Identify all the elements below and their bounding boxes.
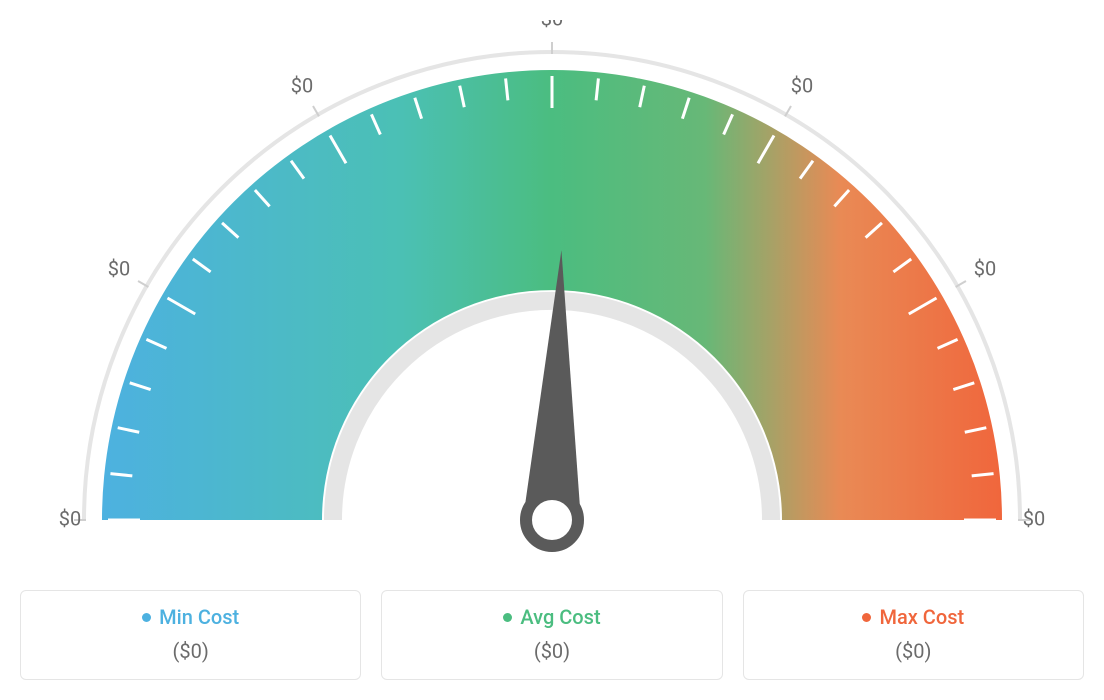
gauge-tick-label: $0: [59, 506, 81, 530]
legend-label-max: Max Cost: [879, 605, 964, 629]
legend-card-avg: Avg Cost ($0): [381, 590, 722, 680]
gauge-svg: $0 $0 $0 $0 $0 $0 $0: [20, 20, 1084, 580]
legend-value-min: ($0): [31, 639, 350, 663]
gauge-needle-hub: [526, 494, 578, 546]
legend-card-max: Max Cost ($0): [743, 590, 1084, 680]
legend-card-min: Min Cost ($0): [20, 590, 361, 680]
legend-dot-max: [862, 613, 871, 622]
legend-label-min: Min Cost: [159, 605, 239, 629]
gauge-tick-label: $0: [1023, 506, 1045, 530]
gauge-tick-label: $0: [291, 73, 313, 97]
legend-label-avg: Avg Cost: [520, 605, 600, 629]
legend-dot-min: [142, 613, 151, 622]
gauge-tick-label: $0: [791, 73, 813, 97]
legend-value-avg: ($0): [392, 639, 711, 663]
gauge-chart: $0 $0 $0 $0 $0 $0 $0: [20, 20, 1084, 580]
gauge-tick-label: $0: [974, 256, 996, 280]
gauge-tick-label: $0: [108, 256, 130, 280]
legend-dot-avg: [503, 613, 512, 622]
gauge-tick-label: $0: [541, 20, 563, 30]
legend-value-max: ($0): [754, 639, 1073, 663]
legend-row: Min Cost ($0) Avg Cost ($0) Max Cost ($0…: [20, 590, 1084, 680]
